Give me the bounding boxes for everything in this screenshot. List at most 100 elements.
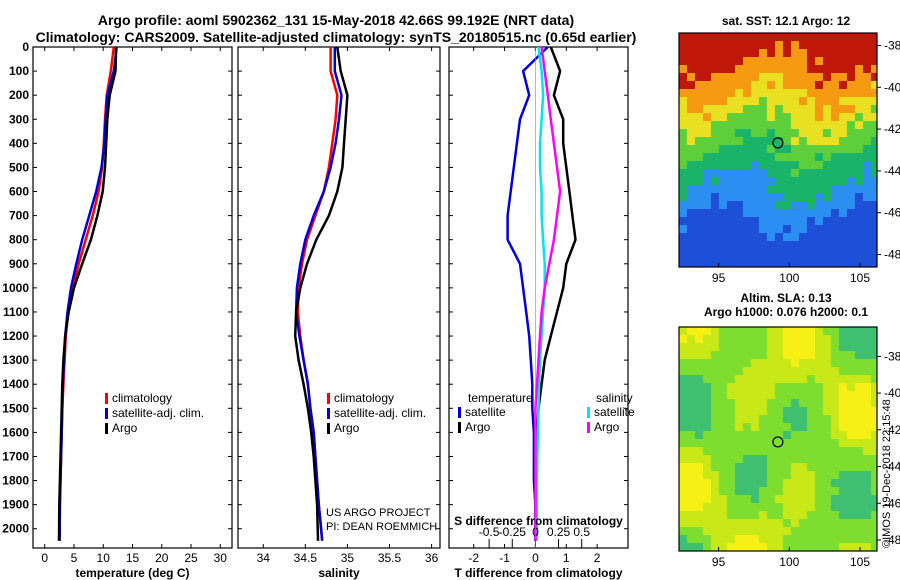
map-cell [823, 201, 831, 209]
map-cell [711, 535, 719, 543]
map-cell [735, 193, 743, 201]
map-cell [775, 511, 783, 519]
map-cell [767, 343, 775, 351]
map-cell [767, 249, 775, 257]
map-cell [735, 455, 743, 463]
map-cell [863, 447, 871, 455]
map-cell [815, 81, 823, 89]
map-cell [727, 145, 735, 153]
map-cell [695, 383, 703, 391]
map-cell [815, 495, 823, 503]
map-cell [775, 89, 783, 97]
map-cell [711, 145, 719, 153]
map-cell [711, 471, 719, 479]
map-cell [783, 209, 791, 217]
map-cell [767, 201, 775, 209]
map-cell [775, 257, 783, 265]
map-cell [791, 41, 799, 49]
y-tick-label: 600 [9, 185, 29, 199]
map-cell [687, 49, 695, 57]
map-cell [823, 343, 831, 351]
map-cell [839, 423, 847, 431]
map-cell [871, 383, 877, 391]
map-cell [751, 343, 759, 351]
map-cell [687, 41, 695, 49]
map-cell [831, 89, 839, 97]
map-cell [839, 97, 847, 105]
map-cell [743, 431, 751, 439]
map-cell [799, 233, 807, 241]
map-cell [831, 57, 839, 65]
map-cell [703, 503, 711, 511]
map-cell [815, 391, 823, 399]
legend-swatch [458, 422, 461, 433]
map-cell [687, 327, 695, 335]
map-cell [743, 209, 751, 217]
map-cell [775, 367, 783, 375]
map-cell [855, 407, 863, 415]
map-cell [807, 487, 815, 495]
map-x-tick-label: 95 [712, 555, 726, 569]
map-cell [719, 399, 727, 407]
map-cell [823, 415, 831, 423]
map-cell [751, 383, 759, 391]
map-cell [799, 383, 807, 391]
map-cell [831, 81, 839, 89]
map-cell [855, 49, 863, 57]
map-cell [743, 73, 751, 81]
map-cell [759, 447, 767, 455]
map-cell [679, 383, 687, 391]
map-cell [831, 463, 839, 471]
map-cell [815, 145, 823, 153]
map-cell [743, 193, 751, 201]
map-cell [767, 455, 775, 463]
map-cell [775, 335, 783, 343]
map-cell [751, 161, 759, 169]
map-cell [807, 375, 815, 383]
map-cell [743, 471, 751, 479]
map-cell [855, 153, 863, 161]
map-cell [847, 129, 855, 137]
map-cell [703, 137, 711, 145]
map-cell [783, 41, 791, 49]
legend-label: Argo [465, 420, 491, 434]
map-cell [775, 153, 783, 161]
map-cell [767, 97, 775, 105]
map-cell [839, 447, 847, 455]
map-cell [775, 351, 783, 359]
map-cell [719, 543, 727, 551]
map-cell [791, 257, 799, 265]
map-cell [743, 383, 751, 391]
map-cell [791, 217, 799, 225]
map-cell [703, 439, 711, 447]
map-cell [759, 169, 767, 177]
map-cell [687, 137, 695, 145]
map-cell [871, 241, 877, 249]
map-cell [823, 137, 831, 145]
map-y-tick-label: -38 [884, 349, 900, 363]
map-cell [679, 431, 687, 439]
map-cell [759, 49, 767, 57]
map-cell [727, 33, 735, 41]
map-cell [783, 65, 791, 73]
map-cell [847, 375, 855, 383]
map-cell [759, 535, 767, 543]
map-cell [855, 65, 863, 73]
map-cell [871, 543, 877, 551]
map-cell [719, 129, 727, 137]
map-cell [871, 471, 877, 479]
map-cell [847, 89, 855, 97]
s-tick-label: 0.5 [573, 525, 590, 539]
map-cell [847, 495, 855, 503]
map-cell [823, 503, 831, 511]
map-cell [703, 185, 711, 193]
legend-title-temperature: temperature [468, 391, 533, 405]
map-cell [871, 511, 877, 519]
map-cell [695, 399, 703, 407]
map-cell [847, 169, 855, 177]
map-cell [871, 145, 877, 153]
map-cell [815, 137, 823, 145]
map-cell [807, 471, 815, 479]
map-cell [703, 217, 711, 225]
map-cell [799, 81, 807, 89]
